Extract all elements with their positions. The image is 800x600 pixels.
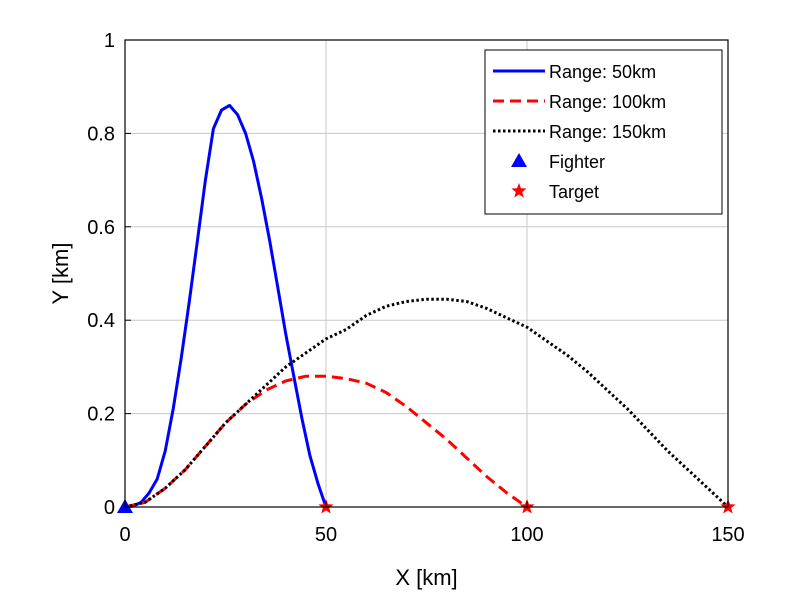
y-axis-label: Y [km] <box>48 243 73 305</box>
x-tick-label: 0 <box>119 524 130 546</box>
x-tick-label: 50 <box>315 524 337 546</box>
legend-label: Range: 100km <box>549 92 666 112</box>
y-tick-label: 1 <box>104 30 115 52</box>
legend-label: Fighter <box>549 152 605 172</box>
legend-target-symbol <box>511 183 527 198</box>
plot-frame <box>124 39 729 508</box>
series-layer <box>124 103 730 509</box>
y-tick-label: 0.2 <box>87 404 115 426</box>
legend-label: Range: 50km <box>549 62 656 82</box>
x-tick-label: 100 <box>510 524 543 546</box>
legend-label: Target <box>549 182 599 202</box>
legend-label: Range: 150km <box>549 122 666 142</box>
y-tick-label: 0.4 <box>87 310 115 332</box>
series-line-3 <box>124 297 730 509</box>
legend-fighter-symbol <box>511 153 527 167</box>
y-tick-label: 0.6 <box>87 217 115 239</box>
marker-layer <box>117 499 736 514</box>
x-tick-label: 150 <box>711 524 744 546</box>
y-tick-label: 0.8 <box>87 123 115 145</box>
legend: Range: 50km Range: 100km Range: 150km Fight… <box>484 49 723 215</box>
series-line-1 <box>124 103 328 509</box>
y-tick-label: 0 <box>104 497 115 519</box>
x-axis-label: X [km] <box>395 565 457 590</box>
axis-ticks: 0 50 100 150 0 0.2 0.4 0.6 0.8 1 <box>87 30 745 546</box>
